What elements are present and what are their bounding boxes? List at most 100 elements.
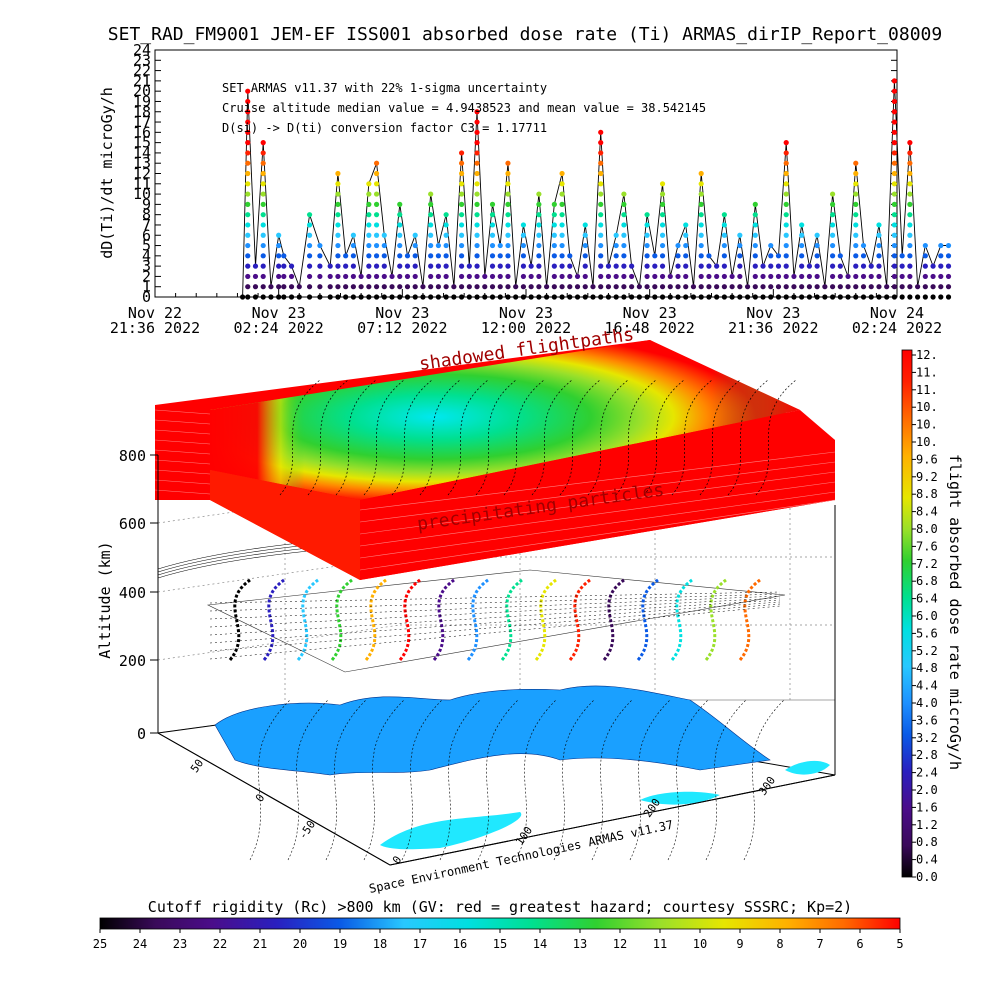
rigidity-tick-label: 8: [776, 937, 783, 951]
y-tick-label: 2: [142, 267, 151, 285]
flight-wave: [364, 578, 387, 661]
dose-point: [659, 222, 666, 228]
dose-point: [260, 263, 266, 269]
dose-point: [381, 263, 387, 269]
dose-point: [335, 253, 341, 259]
dose-point: [520, 222, 527, 228]
dose-point: [621, 191, 627, 197]
dose-point: [335, 294, 341, 300]
dose-point: [381, 294, 387, 300]
y-tick-label: 18: [133, 103, 151, 121]
dose-point: [799, 294, 805, 300]
dose-point: [945, 273, 952, 280]
dose-point: [397, 242, 403, 249]
y-tick-label: 10: [133, 185, 151, 203]
dose-point: [544, 294, 550, 300]
y-tick-label: 3: [142, 257, 151, 275]
dose-point: [458, 212, 465, 218]
dose-point: [783, 253, 789, 259]
dose-point: [245, 253, 251, 259]
dose-point: [505, 294, 511, 300]
dose-point: [513, 294, 519, 300]
dose-point: [907, 140, 913, 146]
x-tick-year: 2022: [164, 319, 200, 337]
dose-point: [245, 88, 251, 94]
dose-point: [891, 160, 898, 166]
dose-point: [474, 150, 480, 156]
y-tick-label: 13: [133, 154, 151, 172]
flight-track-line: [209, 591, 781, 604]
y-tick-label: 23: [133, 51, 151, 69]
dose-point: [466, 263, 472, 269]
altitude-tick-label: 600: [119, 515, 146, 533]
flight-wave: [398, 578, 421, 661]
dose-point: [474, 232, 480, 238]
rigidity-tick-label: 22: [213, 937, 227, 951]
dose-point: [474, 170, 480, 177]
dose-point: [536, 242, 542, 249]
dose-point: [245, 284, 251, 290]
dose-point: [876, 242, 882, 249]
dose-point: [899, 294, 905, 300]
dose-point: [536, 294, 542, 300]
dose-point: [675, 284, 681, 290]
latitude-axis: [157, 732, 391, 866]
dose-point: [268, 284, 274, 290]
flight-track-line: [209, 593, 781, 612]
colorbar-tick-label: 4.4: [916, 679, 938, 693]
dose-point: [520, 242, 527, 249]
rigidity-tick-label: 5: [896, 937, 903, 951]
dose-point: [435, 253, 442, 259]
dose-point: [505, 191, 511, 197]
dose-point: [891, 98, 898, 105]
dose-point: [806, 263, 813, 269]
dose-point: [659, 181, 666, 187]
dose-point: [706, 273, 712, 280]
dose-point: [245, 191, 251, 197]
dose-point: [737, 294, 743, 300]
dose-point: [582, 294, 588, 300]
dose-point: [288, 294, 295, 300]
dose-point: [706, 263, 712, 269]
dose-point: [752, 284, 758, 290]
dose-point: [806, 284, 813, 290]
dose-point: [598, 170, 604, 177]
ground-track: [743, 699, 785, 861]
ground-track: [439, 699, 481, 861]
dose-point: [853, 222, 859, 228]
dose-point: [667, 273, 673, 280]
rigidity-tick-label: 7: [816, 937, 823, 951]
dose-point: [306, 212, 313, 218]
flight-wave: [466, 578, 489, 661]
dose-point: [783, 201, 789, 207]
dose-point: [276, 242, 282, 249]
dose-point: [829, 253, 836, 259]
colorbar-tick-label: 1.2: [916, 818, 938, 832]
dose-point: [876, 273, 882, 280]
dose-point: [598, 222, 604, 228]
dose-point: [907, 232, 913, 238]
dose-point: [698, 253, 704, 259]
dose-point: [729, 284, 735, 290]
dose-point: [582, 242, 588, 249]
dose-point: [667, 294, 673, 300]
ground-track: [287, 699, 329, 861]
ground-track: [325, 699, 367, 861]
dose-point: [482, 294, 488, 300]
dose-point: [907, 284, 913, 290]
y-tick-label: 22: [133, 62, 151, 80]
dose-point: [891, 150, 898, 156]
dose-point: [245, 140, 251, 146]
dose-point: [489, 201, 496, 207]
x-tick-time: 02:24: [234, 319, 288, 337]
dose-point: [435, 294, 442, 300]
dose-point: [489, 212, 496, 218]
dose-point: [428, 273, 434, 280]
dose-point: [829, 284, 836, 290]
dose-point: [276, 273, 282, 280]
flight-track-plane: [157, 538, 786, 673]
dose-point: [260, 150, 266, 156]
dose-point: [404, 273, 411, 280]
colorbar-tick-label: 9.2: [916, 470, 938, 484]
dose-point: [675, 242, 681, 249]
